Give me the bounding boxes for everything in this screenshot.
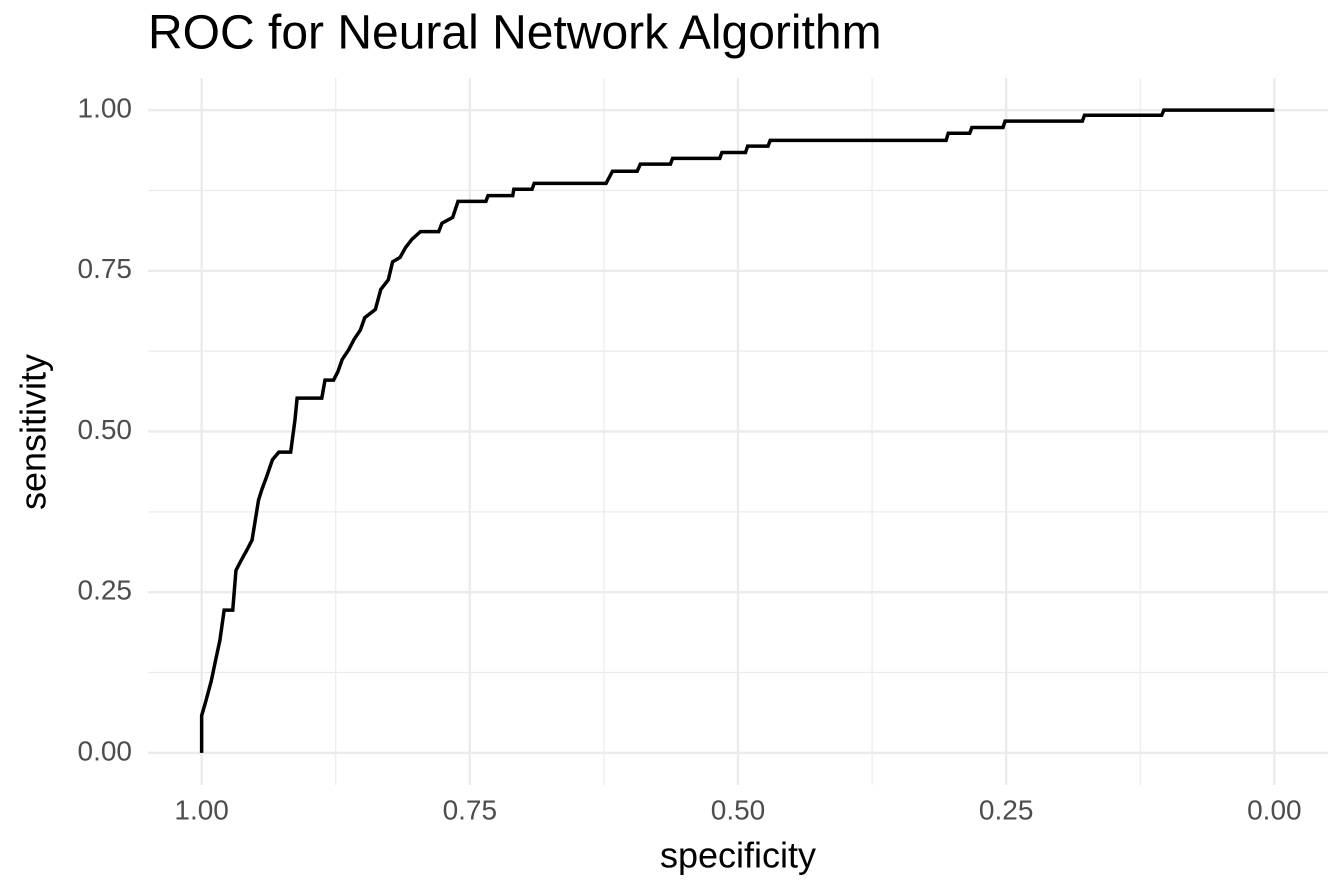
y-axis-label: sensitivity [13,354,54,510]
y-tick-label: 0.00 [78,735,133,766]
x-axis-label: specificity [660,835,816,876]
x-tick-label: 0.00 [1247,794,1302,825]
x-tick-label: 1.00 [174,794,229,825]
x-tick-label: 0.75 [443,794,498,825]
y-tick-label: 1.00 [78,93,133,124]
y-tick-label: 0.50 [78,414,133,445]
x-tick-label: 0.25 [979,794,1034,825]
y-tick-label: 0.25 [78,575,133,606]
chart-title: ROC for Neural Network Algorithm [148,7,882,60]
x-tick-label: 0.50 [711,794,766,825]
roc-line [199,108,1275,753]
y-tick-label: 0.75 [78,253,133,284]
